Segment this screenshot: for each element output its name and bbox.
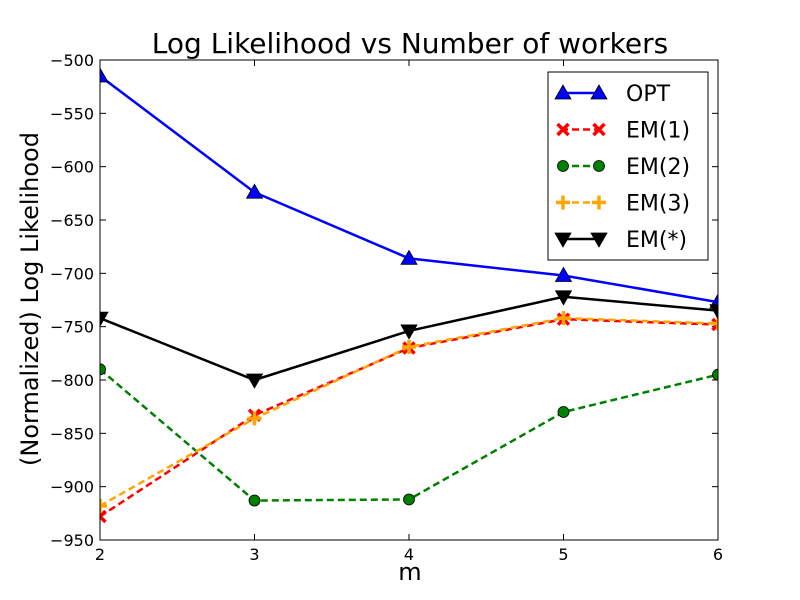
legend-marker-opt [554, 84, 572, 100]
legend-marker-em-3 [592, 195, 606, 210]
series-em-2 [100, 363, 718, 507]
series-em [100, 290, 718, 389]
data-point-em-3 [100, 498, 107, 513]
data-point-em-1-stroke [100, 509, 107, 520]
legend-label-em-3: EM(3) [626, 192, 690, 217]
series-em-3 [100, 311, 718, 513]
series-line-em-2 [100, 368, 718, 502]
data-point-em [554, 290, 573, 306]
y-tick-label: −900 [50, 478, 94, 497]
data-point-em-2 [712, 368, 718, 381]
y-axis-label: (Normalized) Log Likelihood [16, 132, 44, 466]
y-tick-label: −650 [50, 211, 94, 230]
plot-area: 2 3 4 5 6 −500 −550 −600 −650 −700 −750 −800 −850 −90… [50, 51, 723, 564]
y-tick-label: −700 [50, 264, 94, 283]
data-point-em-1-stroke [711, 317, 718, 328]
x-tick-label: 3 [249, 545, 259, 564]
legend-marker-em-1-stroke [592, 122, 606, 137]
legend-marker-opt [590, 84, 608, 100]
data-point-opt [554, 266, 573, 282]
y-tick-label: −750 [50, 318, 94, 337]
legend-label-em-2: EM(2) [626, 155, 690, 180]
axes-frame [99, 59, 719, 541]
data-point-em-3 [711, 316, 718, 331]
data-point-em-3 [556, 311, 571, 326]
y-tick-label: −500 [50, 51, 94, 70]
x-tick-label: 6 [713, 545, 723, 564]
data-point-em-2 [557, 406, 570, 418]
data-point-em [100, 311, 109, 327]
data-point-opt [100, 67, 109, 83]
legend-marker-em-1 [592, 122, 606, 137]
data-point-em-3 [247, 411, 262, 426]
legend-marker-em-1-stroke [556, 122, 570, 137]
y-tick-label: −550 [50, 104, 94, 123]
legend-label-em: EM(*) [626, 228, 687, 253]
data-point-opt [400, 249, 418, 265]
x-tick-label: 5 [558, 545, 568, 564]
legend-marker-em [590, 232, 608, 248]
data-point-em-1 [100, 509, 107, 524]
data-point-opt [245, 183, 264, 199]
x-tick-label: 2 [95, 545, 105, 564]
data-point-em-1-stroke [100, 514, 107, 524]
data-point-em [400, 324, 418, 340]
legend-label-em-1: EM(1) [626, 119, 690, 144]
data-point-em-2 [100, 363, 106, 376]
series-group [100, 67, 718, 524]
data-point-em-1 [711, 317, 718, 332]
x-tick-label: 4 [404, 545, 414, 564]
legend-marker-em [554, 232, 572, 248]
x-axis-label: m [398, 558, 421, 586]
legend-marker-em-1 [556, 122, 570, 137]
y-tick-label: −850 [50, 424, 94, 443]
data-point-em [709, 304, 718, 320]
data-point-em-1-stroke [711, 322, 718, 332]
data-point-em-2 [248, 494, 261, 507]
legend-marker-em-2 [557, 160, 569, 172]
chart-title: Log Likelihood vs Number of workers [152, 27, 668, 60]
data-point-em-2 [403, 493, 415, 506]
y-tick-label: −600 [50, 158, 94, 177]
data-point-em [245, 373, 264, 389]
y-tick-label: −950 [50, 531, 94, 550]
legend: OPT EM(1) EM(2) EM(3) EM(*) [547, 71, 709, 261]
y-tick-label: −800 [50, 371, 94, 390]
series-opt [100, 67, 718, 309]
legend-marker-em-2 [593, 160, 605, 172]
legend-marker-em-3 [556, 195, 570, 210]
legend-label-opt: OPT [626, 82, 671, 107]
data-point-em-3 [402, 339, 416, 354]
